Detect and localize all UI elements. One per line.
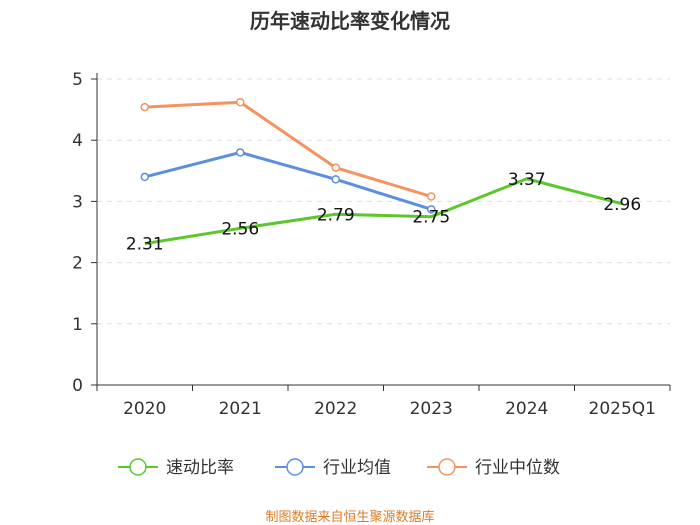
- data-label: 2.96: [603, 195, 641, 215]
- y-tick-label: 0: [72, 376, 83, 396]
- y-tick-label: 4: [72, 131, 83, 151]
- legend-label: 速动比率: [166, 458, 234, 478]
- series-point-1: [331, 175, 340, 184]
- grid-lines: [97, 78, 670, 325]
- legend-marker: [129, 458, 147, 476]
- y-tick-label: 2: [72, 254, 83, 274]
- data-label: 2.56: [221, 219, 259, 239]
- series-group: [140, 98, 623, 246]
- axes: 0 1 2 3 4 5 2020 2021 2022 2023 2024 2025Q1: [72, 70, 671, 419]
- legend-label: 行业中位数: [475, 458, 560, 478]
- series-line-2: [144, 100, 432, 198]
- source-note: 制图数据来自恒生聚源数据库: [265, 509, 434, 525]
- chart-title: 历年速动比率变化情况: [250, 9, 450, 33]
- series-point-1: [140, 172, 149, 182]
- y-tick-label: 1: [72, 315, 83, 335]
- data-label: 2.79: [317, 205, 355, 225]
- series-point-1: [236, 148, 245, 157]
- data-label: 2.31: [126, 235, 164, 255]
- y-tick-label: 5: [72, 70, 83, 90]
- legend-label: 行业均值: [323, 458, 391, 478]
- data-label: 3.37: [508, 170, 546, 190]
- series-point-2: [427, 192, 436, 201]
- x-tick-label: 2021: [219, 399, 262, 419]
- x-tick-label: 2023: [410, 399, 453, 419]
- x-tick-label: 2022: [314, 399, 357, 419]
- legend-marker: [286, 458, 304, 476]
- x-tick-label: 2025Q1: [589, 399, 656, 419]
- series-point-2: [140, 102, 149, 112]
- x-tick-label: 2020: [123, 399, 166, 419]
- series-line-1: [144, 150, 432, 211]
- legend-marker: [438, 458, 456, 476]
- data-label: 2.75: [412, 208, 450, 228]
- series-point-2: [331, 163, 340, 172]
- series-point-1: [427, 205, 436, 214]
- data-labels: 2.31 2.56 2.79 2.75 3.37 2.96: [126, 170, 641, 255]
- y-tick-label: 3: [72, 192, 83, 212]
- series-point-2: [236, 98, 245, 107]
- x-tick-label: 2024: [505, 399, 548, 419]
- series-line-0: [144, 177, 623, 246]
- legend: 速动比率 行业均值 行业中位数: [118, 458, 560, 478]
